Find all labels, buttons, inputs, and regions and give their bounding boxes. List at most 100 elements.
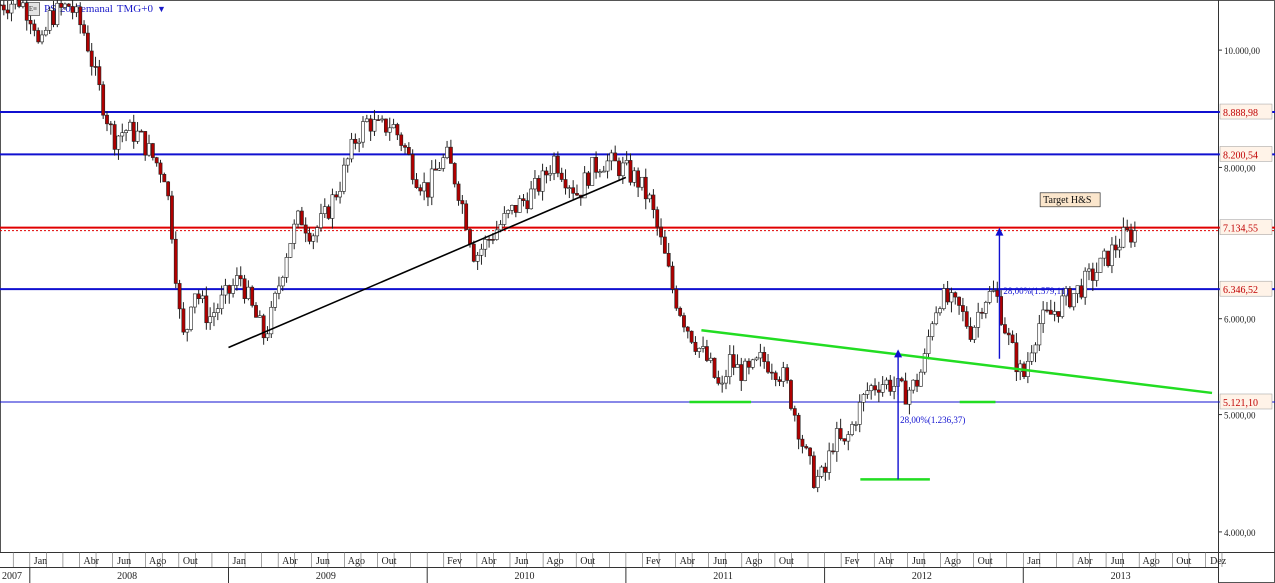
candle-body: [704, 346, 709, 361]
candle-body: [620, 162, 625, 177]
candle-body: [743, 360, 748, 381]
year-tick-label: 2012: [912, 571, 932, 582]
timezone-label: TMG+0: [116, 3, 153, 15]
candle-body: [750, 359, 755, 368]
candle-body: [529, 188, 534, 210]
candle-body: [747, 360, 751, 368]
candle-body: [173, 238, 178, 284]
candle-body: [395, 124, 400, 136]
candle-body: [265, 333, 270, 339]
year-tick-label: 2008: [117, 571, 137, 582]
candle-body: [158, 162, 163, 175]
y-tick-label: 6.000,00: [1224, 315, 1256, 325]
candle-body: [961, 305, 965, 312]
candle-body: [116, 135, 121, 150]
candle-body: [506, 209, 511, 214]
candle-body: [857, 401, 862, 425]
month-tick-label: Abr: [1077, 556, 1093, 567]
candle-body: [777, 379, 782, 382]
candle-body: [257, 315, 262, 318]
candle-body: [968, 326, 973, 340]
candle-body: [204, 295, 209, 324]
month-tick-label: Jun: [117, 556, 131, 567]
candle-body: [456, 183, 461, 201]
candle-body: [261, 315, 266, 339]
candle-body: [1, 4, 6, 11]
candle-body: [640, 176, 644, 188]
candle-body: [319, 213, 323, 228]
candle-body: [571, 187, 576, 194]
candle-body: [311, 235, 316, 242]
candle-body: [403, 145, 407, 148]
candle-body: [426, 182, 430, 198]
candle-body: [636, 170, 641, 188]
month-tick-label: Out: [580, 556, 595, 567]
candle-body: [391, 124, 396, 129]
candle-body: [208, 316, 213, 324]
month-tick-label: Jan: [232, 556, 245, 567]
candle-body: [922, 353, 927, 373]
candle-body: [873, 385, 877, 391]
candle-body: [143, 131, 148, 156]
candle-body: [1064, 288, 1068, 297]
candle-body: [1045, 309, 1049, 312]
candle-body: [177, 283, 182, 310]
candle-body: [273, 292, 278, 308]
candle-body: [926, 336, 931, 354]
candle-body: [892, 386, 897, 392]
month-tick-label: Ago: [1143, 556, 1160, 567]
candle-body: [915, 379, 919, 387]
candle-body: [617, 160, 621, 177]
candle-body: [288, 243, 293, 258]
year-tick-label: 2009: [316, 571, 336, 582]
candle-body: [418, 187, 423, 192]
candle-body: [533, 178, 537, 190]
candle-body: [250, 286, 255, 306]
candle-body: [1048, 309, 1053, 315]
candle-body: [865, 390, 870, 395]
candle-body: [200, 295, 205, 299]
candle-body: [475, 254, 480, 262]
candle-body: [796, 414, 801, 440]
arrow-head: [894, 349, 903, 358]
candle-body: [1106, 250, 1111, 267]
candle-body: [353, 138, 358, 144]
candle-body: [659, 226, 663, 238]
candle-body: [980, 311, 984, 314]
level-price-tag: [1219, 103, 1273, 120]
candle-body: [192, 293, 197, 308]
month-tick-label: Abr: [481, 556, 497, 567]
candle-body: [82, 24, 86, 34]
candle-body: [1075, 285, 1080, 294]
candle-body: [815, 476, 820, 488]
candle-body: [991, 290, 996, 292]
candle-body: [586, 172, 591, 186]
candle-body: [47, 10, 52, 31]
candle-body: [59, 2, 64, 8]
candle-body: [170, 195, 174, 240]
candle-body: [590, 156, 595, 186]
candle-body: [708, 357, 713, 361]
month-tick-label: Abr: [83, 556, 99, 567]
candle-body: [1003, 324, 1007, 334]
candle-body: [1029, 352, 1034, 362]
level-price-tag: [1219, 146, 1273, 162]
candle-body: [196, 293, 201, 299]
year-tick-label: 2013: [1111, 571, 1131, 582]
candle-body: [525, 200, 530, 210]
candle-body: [685, 326, 690, 332]
candle-body: [582, 172, 587, 199]
month-tick-label: Abr: [282, 556, 298, 567]
level-price-label: 7.134,55: [1223, 224, 1258, 235]
candle-body: [804, 446, 809, 449]
candle-body: [781, 367, 786, 382]
caret-down-icon[interactable]: ▼: [156, 4, 166, 14]
chart-type-icon[interactable]: E≡: [26, 2, 40, 16]
candle-body: [464, 203, 469, 230]
level-price-label: 5.121,10: [1223, 398, 1258, 409]
month-tick-label: Jun: [515, 556, 529, 567]
candle-body: [964, 311, 969, 327]
candle-body: [1129, 229, 1133, 243]
candle-body: [315, 227, 320, 237]
